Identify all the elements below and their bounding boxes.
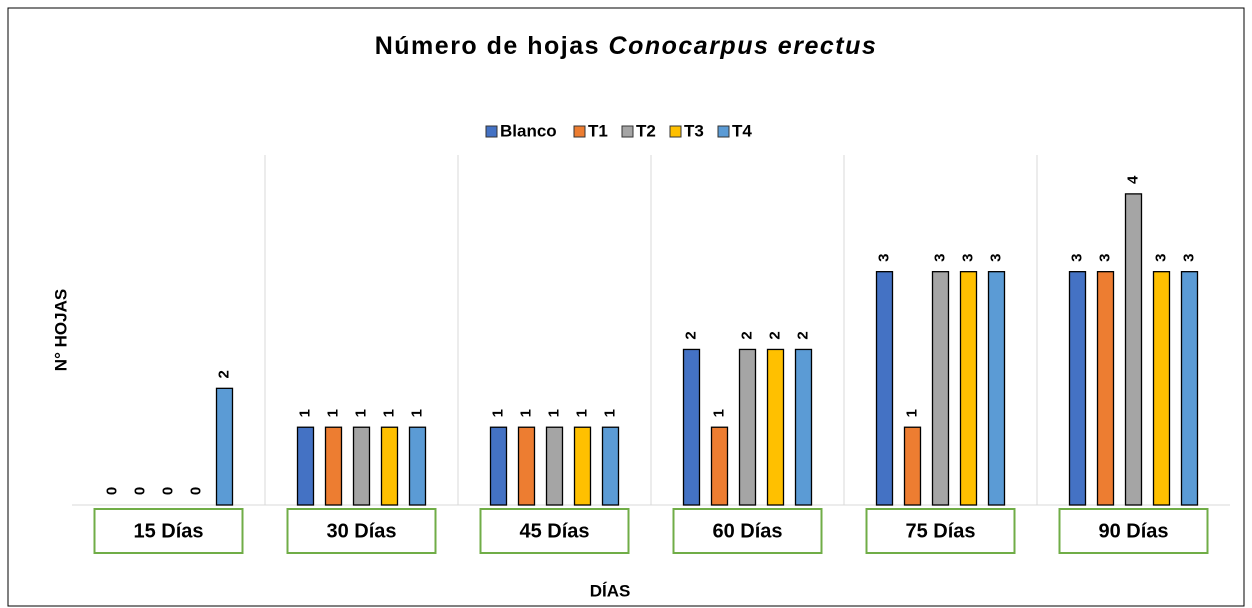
data-label: 2 — [215, 370, 232, 378]
data-label: 2 — [682, 331, 699, 339]
bar — [352, 426, 371, 506]
legend-label: T1 — [588, 121, 608, 140]
bar — [738, 348, 757, 506]
data-label: 4 — [1124, 175, 1141, 184]
bar — [517, 426, 536, 506]
bar — [794, 348, 813, 506]
bar — [959, 271, 978, 506]
x-tick-label: 60 Días — [712, 520, 782, 542]
data-label: 3 — [959, 253, 976, 261]
bar — [489, 426, 508, 506]
bar — [1068, 271, 1087, 506]
bar — [931, 271, 950, 506]
x-axis-label: DÍAS — [590, 581, 631, 600]
bar — [1152, 271, 1171, 506]
bar — [875, 271, 894, 506]
bar — [987, 271, 1006, 506]
bar — [380, 426, 399, 506]
data-label: 1 — [296, 409, 313, 417]
legend-swatch — [717, 125, 730, 138]
data-label: 3 — [987, 253, 1004, 261]
legend-label: T3 — [684, 121, 704, 140]
category-box — [286, 508, 437, 554]
bar — [1124, 193, 1143, 506]
data-label: 3 — [1152, 253, 1169, 261]
data-label: 1 — [408, 409, 425, 417]
bar — [408, 426, 427, 506]
data-label: 2 — [794, 331, 811, 339]
category-box — [93, 508, 244, 554]
bar — [573, 426, 592, 506]
category-box — [865, 508, 1016, 554]
data-label: 3 — [875, 253, 892, 261]
data-label: 2 — [766, 331, 783, 339]
x-tick-label: 75 Días — [905, 520, 975, 542]
data-label: 1 — [545, 409, 562, 417]
bar — [296, 426, 315, 506]
legend-swatch — [485, 125, 498, 138]
chart-title: Número de hojas Conocarpus erectus — [375, 32, 878, 60]
bar — [1180, 271, 1199, 506]
category-box — [1058, 508, 1209, 554]
data-label: 0 — [159, 487, 176, 495]
legend-label: T2 — [636, 121, 656, 140]
chart-border — [7, 7, 1245, 607]
data-label: 1 — [352, 409, 369, 417]
category-box — [672, 508, 823, 554]
bar — [903, 426, 922, 506]
data-label: 3 — [1068, 253, 1085, 261]
data-label: 1 — [710, 409, 727, 417]
bar — [215, 387, 234, 506]
data-label: 1 — [517, 409, 534, 417]
title-text: Número de hojas — [375, 32, 600, 60]
bar — [766, 348, 785, 506]
data-label: 1 — [489, 409, 506, 417]
bar — [545, 426, 564, 506]
data-label: 3 — [931, 253, 948, 261]
x-tick-label: 15 Días — [133, 520, 203, 542]
data-label: 3 — [1096, 253, 1113, 261]
title-species: Conocarpus erectus — [609, 32, 878, 60]
data-label: 1 — [324, 409, 341, 417]
legend-label: Blanco — [500, 121, 557, 140]
x-tick-label: 30 Días — [326, 520, 396, 542]
bar — [682, 348, 701, 506]
bar — [1096, 271, 1115, 506]
data-label: 0 — [187, 487, 204, 495]
bar — [601, 426, 620, 506]
bar — [710, 426, 729, 506]
data-label: 1 — [903, 409, 920, 417]
x-tick-label: 90 Días — [1098, 520, 1168, 542]
data-label: 0 — [131, 487, 148, 495]
y-axis-label: N° HOJAS — [51, 289, 70, 371]
data-label: 3 — [1180, 253, 1197, 261]
x-tick-label: 45 Días — [519, 520, 589, 542]
data-label: 2 — [738, 331, 755, 339]
legend-swatch — [573, 125, 586, 138]
category-box — [479, 508, 630, 554]
data-label: 0 — [103, 487, 120, 495]
legend-swatch — [669, 125, 682, 138]
legend-label: T4 — [732, 121, 752, 140]
data-label: 1 — [380, 409, 397, 417]
data-label: 1 — [573, 409, 590, 417]
bar — [324, 426, 343, 506]
data-label: 1 — [601, 409, 618, 417]
legend-swatch — [621, 125, 634, 138]
